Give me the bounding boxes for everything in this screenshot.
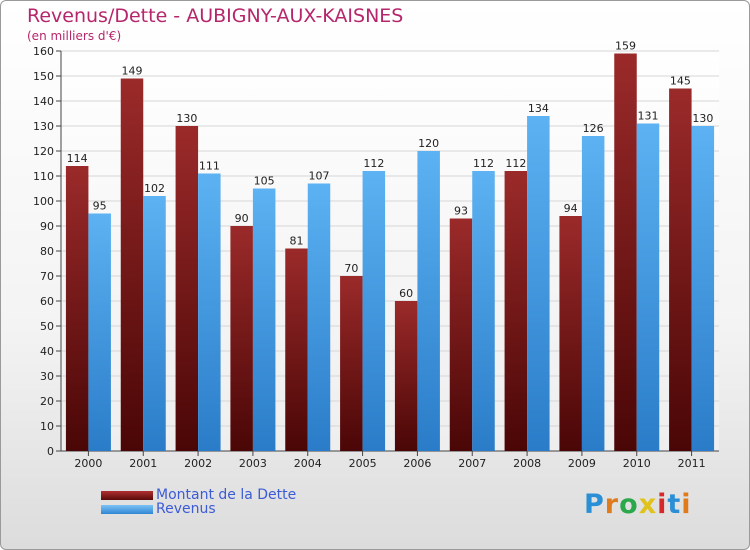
legend-item-revenus: Revenus — [101, 501, 216, 517]
logo-letter: t — [667, 489, 682, 520]
x-tick-label: 2005 — [349, 457, 377, 470]
legend-label-dette: Montant de la Dette — [156, 487, 297, 503]
data-label: 94 — [564, 202, 578, 215]
y-tick-label: 120 — [33, 145, 54, 158]
bar-dette — [449, 218, 473, 451]
data-label: 111 — [199, 160, 220, 173]
bar-revenus — [307, 183, 331, 451]
bar-revenus — [143, 196, 166, 451]
bar-dette — [614, 53, 637, 451]
bar-revenus — [636, 123, 660, 451]
bar-revenus — [581, 136, 605, 451]
data-label: 102 — [144, 182, 165, 195]
logo-letter: r — [604, 489, 620, 520]
legend-label-revenus: Revenus — [156, 501, 216, 517]
logo-letter: x — [638, 489, 658, 520]
y-tick-label: 60 — [40, 295, 54, 308]
x-tick-label: 2001 — [129, 457, 157, 470]
x-tick-label: 2004 — [294, 457, 322, 470]
data-label: 90 — [235, 212, 249, 225]
y-tick-label: 40 — [40, 345, 54, 358]
y-tick-label: 50 — [40, 320, 54, 333]
bar-revenus — [198, 173, 221, 451]
data-label: 134 — [528, 102, 549, 115]
bar-revenus — [527, 116, 550, 451]
bar-dette — [559, 216, 582, 451]
bar-dette — [394, 301, 418, 451]
x-tick-label: 2000 — [74, 457, 102, 470]
proxiti-logo: Proxiti — [584, 489, 692, 520]
bar-dette — [504, 171, 528, 451]
bar-dette — [669, 88, 692, 451]
x-tick-label: 2002 — [184, 457, 212, 470]
y-tick-label: 100 — [33, 195, 54, 208]
bar-revenus — [691, 126, 715, 451]
chart-subtitle: (en milliers d'€) — [27, 29, 122, 43]
y-tick-label: 160 — [33, 45, 54, 58]
y-tick-label: 140 — [33, 95, 54, 108]
bar-dette — [120, 78, 144, 451]
x-tick-label: 2006 — [403, 457, 431, 470]
data-label: 70 — [344, 262, 358, 275]
data-label: 112 — [505, 157, 526, 170]
data-label: 81 — [290, 235, 304, 248]
data-label: 120 — [418, 137, 439, 150]
y-tick-label: 0 — [47, 445, 54, 458]
bar-revenus — [417, 151, 440, 451]
bar-dette — [285, 248, 308, 451]
bar-dette — [340, 276, 363, 451]
x-tick-label: 2010 — [623, 457, 651, 470]
bar-revenus — [362, 171, 386, 451]
bar-revenus — [252, 188, 276, 451]
bar-dette — [175, 126, 199, 451]
bar-revenus — [88, 213, 111, 451]
data-label: 112 — [473, 157, 494, 170]
x-tick-label: 2007 — [458, 457, 486, 470]
legend-swatch-dette — [101, 490, 153, 500]
x-tick-label: 2003 — [239, 457, 267, 470]
y-tick-label: 80 — [40, 245, 54, 258]
logo-letter: o — [619, 489, 639, 520]
logo-letter: i — [681, 489, 692, 520]
data-label: 126 — [583, 122, 604, 135]
data-label: 130 — [176, 112, 197, 125]
logo-letter: P — [584, 489, 605, 520]
x-tick-label: 2008 — [513, 457, 541, 470]
y-tick-label: 150 — [33, 70, 54, 83]
logo-letter: i — [657, 489, 668, 520]
data-label: 131 — [638, 110, 659, 123]
y-tick-label: 10 — [40, 420, 54, 433]
legend-swatch-revenus — [101, 504, 153, 514]
data-label: 114 — [67, 152, 88, 165]
y-tick-label: 130 — [33, 120, 54, 133]
y-tick-label: 20 — [40, 395, 54, 408]
x-tick-label: 2011 — [678, 457, 706, 470]
data-label: 159 — [615, 40, 636, 53]
data-label: 130 — [692, 112, 713, 125]
data-label: 149 — [122, 65, 143, 78]
data-label: 60 — [399, 287, 413, 300]
x-tick-label: 2009 — [568, 457, 596, 470]
data-label: 95 — [93, 200, 107, 213]
legend-item-dette: Montant de la Dette — [101, 487, 297, 503]
y-tick-label: 30 — [40, 370, 54, 383]
data-label: 105 — [254, 175, 275, 188]
y-tick-label: 90 — [40, 220, 54, 233]
bar-dette — [230, 226, 253, 451]
bar-revenus — [472, 171, 495, 451]
data-label: 112 — [363, 157, 384, 170]
bar-dette — [65, 166, 89, 451]
data-label: 107 — [309, 170, 330, 183]
y-tick-label: 110 — [33, 170, 54, 183]
chart-title: Revenus/Dette - AUBIGNY-AUX-KAISNES — [27, 5, 404, 27]
data-label: 145 — [670, 75, 691, 88]
y-tick-label: 70 — [40, 270, 54, 283]
data-label: 93 — [454, 205, 468, 218]
